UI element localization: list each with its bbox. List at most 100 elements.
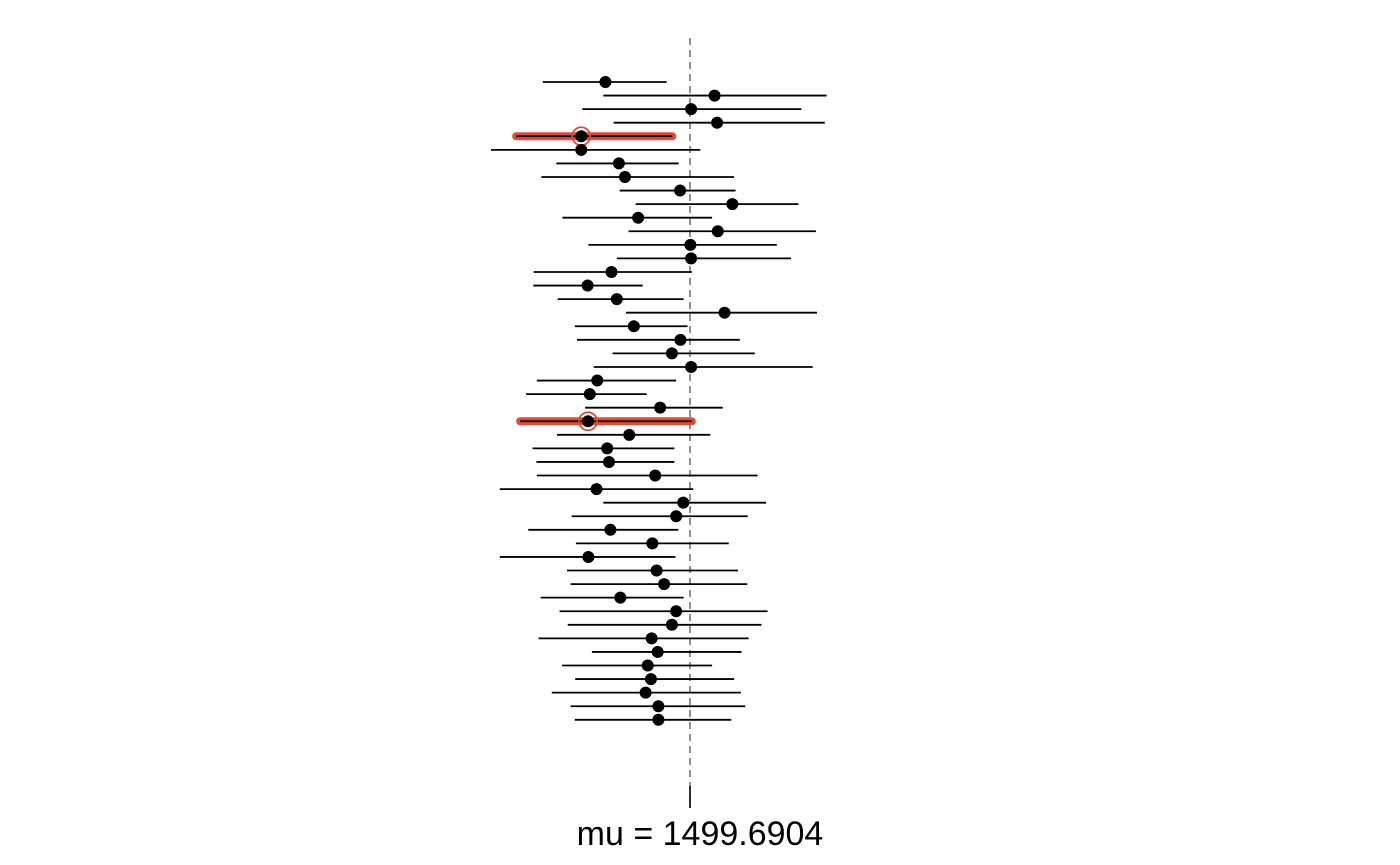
interval-row (542, 76, 667, 88)
interval-estimate-point (623, 428, 636, 441)
interval-row (536, 469, 758, 482)
interval-row (490, 143, 701, 156)
interval-estimate-point (726, 198, 739, 211)
interval-estimate-point (604, 523, 617, 536)
interval-row (567, 618, 762, 631)
interval-estimate-point (605, 265, 618, 278)
interval-estimate-point (646, 537, 659, 550)
interval-row (570, 700, 746, 713)
interval-row (628, 225, 816, 238)
interval-row (551, 686, 741, 699)
interval-estimate-point (602, 455, 615, 468)
interval-estimate-point (711, 116, 724, 129)
interval-estimate-point (670, 510, 683, 523)
interval-estimate-point (645, 632, 658, 645)
interval-row (626, 306, 817, 319)
interval-row (635, 198, 799, 211)
interval-estimate-point (685, 103, 698, 116)
interval-estimate-point (708, 89, 721, 102)
interval-row (540, 591, 684, 604)
interval-row (576, 333, 740, 346)
interval-estimate-point (632, 211, 645, 224)
interval-estimate-point (612, 157, 625, 170)
interval-row (536, 455, 675, 468)
interval-row (585, 401, 723, 414)
interval-estimate-point (654, 401, 667, 414)
interval-estimate-point (610, 293, 623, 306)
interval-row (570, 578, 748, 591)
interval-row (591, 645, 742, 658)
interval-row (533, 265, 692, 278)
interval-estimate-point (627, 320, 640, 333)
interval-row (557, 293, 684, 306)
interval-estimate-point (677, 496, 690, 509)
interval-estimate-point (581, 279, 594, 292)
interval-estimate-point (639, 686, 652, 699)
interval-row (532, 442, 675, 455)
interval-row (571, 510, 748, 523)
interval-row (567, 564, 739, 577)
interval-estimate-point (658, 578, 671, 591)
interval-row (574, 713, 732, 726)
interval-row (616, 252, 792, 265)
interval-estimate-point (684, 238, 697, 251)
interval-row (619, 184, 736, 197)
interval-estimate-point (644, 673, 657, 686)
interval-row (575, 537, 729, 550)
interval-estimate-point (590, 483, 603, 496)
interval-estimate-point (674, 184, 687, 197)
interval-row-miss (512, 126, 677, 147)
mu-axis-label: mu = 1499.6904 (577, 815, 824, 853)
interval-estimate-point (652, 700, 665, 713)
interval-estimate-point (652, 713, 665, 726)
interval-row (562, 211, 713, 224)
interval-estimate-point (674, 333, 687, 346)
interval-row (557, 428, 711, 441)
interval-estimate-point (641, 659, 654, 672)
interval-row (575, 673, 735, 686)
interval-row (536, 374, 677, 387)
interval-estimate-point (599, 76, 612, 88)
interval-estimate-point (582, 415, 594, 428)
interval-estimate-point (685, 252, 698, 265)
interval-row (603, 89, 827, 102)
interval-estimate-point (650, 564, 663, 577)
interval-estimate-point (685, 360, 698, 373)
interval-row (499, 483, 694, 496)
mu-label: mu = (577, 815, 663, 853)
interval-row (528, 523, 679, 536)
interval-estimate-point (665, 347, 678, 360)
interval-estimate-point (651, 645, 664, 658)
interval-row (588, 238, 777, 251)
mu-value: 1499.6904 (663, 815, 824, 853)
interval-estimate-point (591, 374, 604, 387)
interval-row (574, 320, 688, 333)
interval-estimate-point (575, 130, 588, 143)
interval-estimate-point (583, 388, 596, 401)
interval-row (499, 550, 676, 563)
interval-estimate-point (601, 442, 614, 455)
interval-miss-ring (578, 411, 598, 432)
interval-row (541, 170, 735, 183)
interval-estimate-point (711, 225, 724, 238)
interval-estimate-point (614, 591, 627, 604)
interval-estimate-point (582, 550, 595, 563)
interval-row (559, 605, 768, 618)
intervals-group (490, 76, 827, 726)
interval-estimate-point (618, 170, 631, 183)
interval-estimate-point (665, 618, 678, 631)
interval-row (562, 659, 713, 672)
interval-row (613, 116, 825, 129)
interval-row (533, 279, 643, 292)
interval-row (556, 157, 679, 170)
interval-row (526, 388, 647, 401)
interval-estimate-point (670, 605, 683, 618)
interval-row (612, 347, 755, 360)
interval-row (538, 632, 749, 645)
interval-estimate-point (575, 143, 588, 156)
interval-estimate-point (718, 306, 731, 319)
interval-row (603, 496, 767, 509)
interval-estimate-point (649, 469, 662, 482)
interval-row-miss (516, 411, 696, 432)
